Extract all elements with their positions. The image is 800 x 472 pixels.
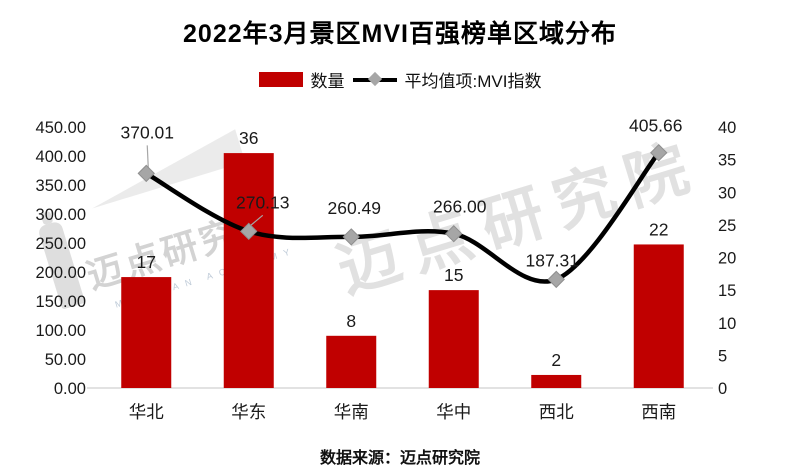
svg-text:260.49: 260.49	[327, 198, 381, 218]
data-source-note: 数据来源：迈点研究院	[319, 450, 480, 467]
svg-text:华中: 华中	[436, 402, 471, 422]
svg-text:405.66: 405.66	[629, 116, 683, 136]
svg-text:187.31: 187.31	[525, 250, 579, 270]
svg-text:0.00: 0.00	[54, 380, 86, 398]
svg-text:266.00: 266.00	[433, 197, 487, 217]
svg-text:200.00: 200.00	[36, 264, 86, 282]
svg-text:50.00: 50.00	[45, 351, 86, 369]
svg-text:15: 15	[718, 282, 736, 300]
svg-text:2: 2	[551, 350, 561, 370]
svg-text:150.00: 150.00	[36, 293, 86, 311]
svg-text:西北: 西北	[539, 402, 574, 422]
svg-text:350.00: 350.00	[36, 177, 86, 195]
svg-text:400.00: 400.00	[36, 148, 86, 166]
svg-text:10: 10	[718, 315, 736, 333]
svg-text:250.00: 250.00	[36, 235, 86, 253]
legend-bar-label: 数量	[310, 72, 345, 91]
svg-text:22: 22	[649, 219, 668, 239]
legend-line-swatch	[352, 71, 397, 87]
svg-text:30: 30	[718, 184, 736, 202]
legend: 数量 平均值项:MVI指数	[0, 67, 800, 92]
svg-text:0: 0	[718, 380, 727, 398]
svg-text:40: 40	[718, 119, 736, 137]
svg-text:华南: 华南	[334, 402, 369, 422]
svg-text:370.01: 370.01	[120, 122, 174, 142]
svg-text:8: 8	[346, 311, 356, 331]
legend-line-label: 平均值项:MVI指数	[404, 72, 542, 91]
svg-text:300.00: 300.00	[36, 206, 86, 224]
svg-text:17: 17	[137, 252, 156, 272]
legend-diamond-marker-icon	[367, 71, 382, 87]
svg-text:华东: 华东	[231, 402, 266, 422]
svg-text:20: 20	[718, 250, 736, 268]
svg-text:36: 36	[239, 128, 258, 148]
svg-text:450.00: 450.00	[36, 119, 86, 137]
legend-bar-swatch	[258, 72, 303, 87]
svg-text:5: 5	[718, 347, 727, 365]
svg-text:100.00: 100.00	[36, 322, 86, 340]
chart-title: 2022年3月景区MVI百强榜单区域分布	[183, 20, 617, 48]
svg-text:西南: 西南	[641, 402, 676, 422]
svg-text:35: 35	[718, 152, 736, 170]
svg-text:270.13: 270.13	[236, 192, 290, 212]
svg-text:15: 15	[444, 265, 463, 285]
svg-text:华北: 华北	[129, 402, 164, 422]
svg-text:25: 25	[718, 217, 736, 235]
